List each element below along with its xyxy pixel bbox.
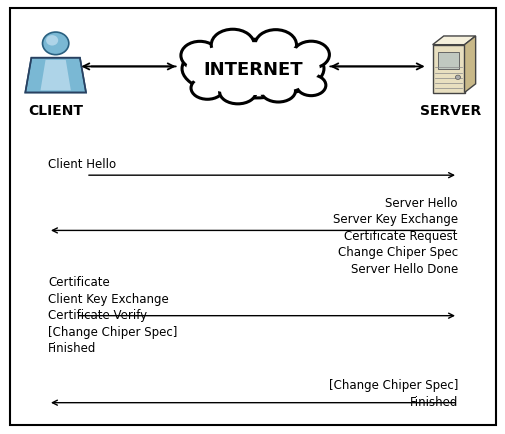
Bar (437, 53, 458, 69)
Ellipse shape (211, 30, 254, 61)
Text: CLIENT: CLIENT (28, 104, 83, 118)
Text: Certificate
Client Key Exchange
Certificate Verify
[Change Chiper Spec]
Finished: Certificate Client Key Exchange Certific… (48, 276, 177, 355)
Circle shape (42, 33, 69, 56)
Ellipse shape (186, 43, 319, 96)
Text: SERVER: SERVER (419, 104, 480, 118)
Ellipse shape (181, 42, 218, 70)
Ellipse shape (261, 80, 295, 103)
Text: INTERNET: INTERNET (203, 60, 302, 79)
Polygon shape (432, 37, 475, 46)
Polygon shape (432, 46, 464, 93)
Text: Client Hello: Client Hello (48, 157, 116, 170)
Polygon shape (25, 59, 86, 93)
Polygon shape (40, 61, 71, 91)
Text: Server Hello
Server Key Exchange
Certificate Request
Change Chiper Spec
Server H: Server Hello Server Key Exchange Certifi… (332, 196, 457, 275)
Ellipse shape (182, 40, 323, 99)
Circle shape (454, 76, 460, 80)
Ellipse shape (255, 30, 296, 61)
Ellipse shape (191, 77, 223, 100)
Ellipse shape (292, 42, 329, 69)
Ellipse shape (296, 76, 325, 96)
Polygon shape (464, 37, 475, 93)
Circle shape (46, 36, 58, 46)
Text: [Change Chiper Spec]
Finished: [Change Chiper Spec] Finished (328, 378, 457, 408)
Ellipse shape (219, 81, 256, 105)
